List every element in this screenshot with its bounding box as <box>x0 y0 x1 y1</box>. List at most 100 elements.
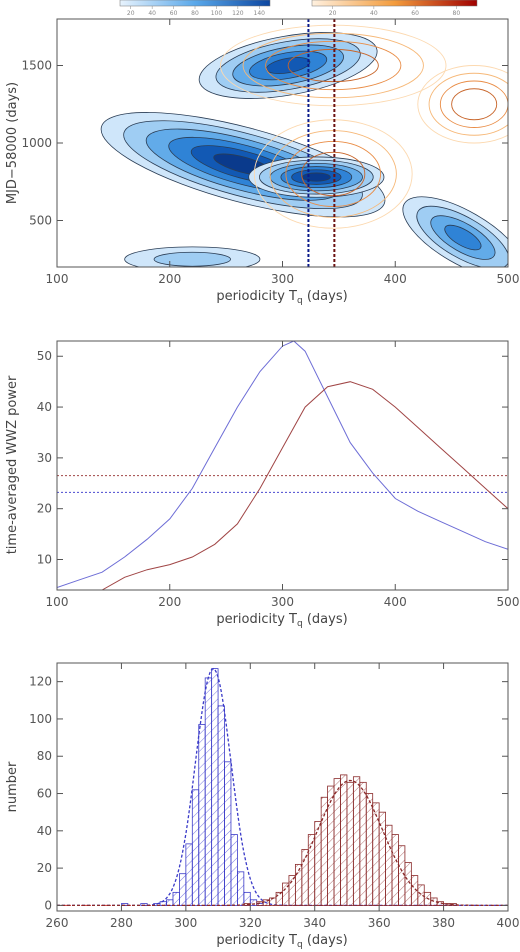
histogram-bar <box>179 873 187 906</box>
x-tick-label: 100 <box>46 272 69 286</box>
histogram-bar <box>385 824 393 906</box>
power-curve <box>101 381 508 590</box>
y-tick-label: 1500 <box>21 59 52 73</box>
x-tick-label: 500 <box>497 595 520 609</box>
gaussian-fit <box>57 779 508 907</box>
y-tick-label: 1000 <box>21 136 52 150</box>
histogram-bar <box>340 774 348 906</box>
x-tick-label: 280 <box>110 916 133 930</box>
y-tick-label: 0 <box>44 898 52 912</box>
x-tick-label: 320 <box>239 916 262 930</box>
histogram-bar <box>198 724 206 906</box>
x-tick-label: 300 <box>271 272 294 286</box>
histogram-bar <box>236 871 245 906</box>
colorbar-tick-label: 80 <box>453 10 461 17</box>
x-tick-label: 380 <box>432 916 455 930</box>
histogram-bar <box>307 834 316 906</box>
power-contour-orange <box>265 40 402 91</box>
colorbar-tick-label: 100 <box>211 10 223 17</box>
histogram-bar <box>346 781 354 906</box>
x-tick-label: 400 <box>384 272 407 286</box>
x-tick-label: 500 <box>497 272 520 286</box>
histogram-bar <box>288 875 296 906</box>
power-contour-orange <box>220 24 447 107</box>
histogram-y-label: number <box>5 761 20 812</box>
colorbar-tick-label: 40 <box>370 10 378 17</box>
power-contour <box>444 224 482 251</box>
histogram-bar <box>391 834 399 906</box>
y-tick-label: 60 <box>37 787 52 801</box>
histogram-bar <box>372 802 380 906</box>
x-tick-label: 400 <box>497 916 520 930</box>
histogram-bar <box>404 862 412 906</box>
histogram-x-label: periodicity Tq (days) <box>216 933 347 950</box>
histogram-bar <box>417 884 425 906</box>
histogram-bar <box>230 834 238 906</box>
y-tick-label: 20 <box>37 861 52 875</box>
power-contour-orange <box>301 151 366 197</box>
colorbar-blue: 20 40 60 80 100 120 140 <box>119 0 271 17</box>
power-contour-orange <box>253 119 413 229</box>
colorbar-tick-label: 20 <box>127 10 135 17</box>
x-tick-label: 340 <box>303 916 326 930</box>
x-tick-label: 300 <box>174 916 197 930</box>
power-contour-orange <box>287 48 379 83</box>
power-contour-orange <box>428 72 508 136</box>
power-contour-orange <box>269 130 397 218</box>
y-tick-label: 80 <box>37 749 52 763</box>
y-tick-label: 100 <box>29 712 52 726</box>
colorbar-tick-label: 40 <box>148 10 156 17</box>
y-tick-label: 20 <box>37 502 52 516</box>
x-tick-label: 100 <box>46 595 69 609</box>
y-tick-label: 500 <box>29 214 52 228</box>
power-contour <box>301 172 331 182</box>
histogram-bar <box>378 811 386 906</box>
power-contour <box>153 251 231 267</box>
histogram-bar <box>352 776 361 906</box>
x-tick-label: 200 <box>158 272 181 286</box>
power-curve <box>57 341 508 588</box>
y-tick-label: 30 <box>37 451 52 465</box>
histogram-bar <box>166 899 174 906</box>
histogram-bar <box>327 785 335 906</box>
histogram-bar <box>333 778 341 906</box>
time-averaged-power-panel: 100 200 300 400 500 10 20 30 40 50 time-averaged … <box>5 340 520 629</box>
histogram-bar <box>211 668 219 906</box>
histogram-bar <box>359 781 367 906</box>
y-tick-label: 40 <box>37 400 52 414</box>
colorbar-tick-label: 140 <box>254 10 266 17</box>
heatmap-x-label: periodicity Tq (days) <box>216 289 347 306</box>
colorbar-tick-label: 60 <box>411 10 419 17</box>
histogram-panel: 260 280 300 320 340 360 380 400020406080100120 … <box>5 662 520 950</box>
colorbar-tick-label: 60 <box>170 10 178 17</box>
colorbar-tick-label: 80 <box>191 10 199 17</box>
y-tick-label: 120 <box>29 675 52 689</box>
histogram-bar <box>301 849 309 906</box>
power-contour-orange <box>285 140 382 207</box>
power-y-label: time-averaged WWZ power <box>5 375 20 554</box>
colorbar-tick-label: 120 <box>232 10 244 17</box>
x-tick-label: 300 <box>271 595 294 609</box>
histogram-bar <box>275 891 283 906</box>
y-tick-label: 10 <box>37 553 52 567</box>
power-contour-orange <box>451 88 498 121</box>
x-tick-label: 260 <box>46 916 69 930</box>
colorbar-tick-label: 20 <box>329 10 337 17</box>
histogram-bar <box>224 761 232 906</box>
histogram-bar <box>185 843 193 906</box>
x-tick-label: 360 <box>368 916 391 930</box>
y-tick-label: 40 <box>37 824 52 838</box>
heatmap-y-label: MJD−58000 (days) <box>5 82 20 204</box>
power-contour-orange <box>242 32 424 99</box>
x-tick-label: 200 <box>158 595 181 609</box>
colorbar-orange: 20 40 60 80 <box>311 0 478 17</box>
histogram-bar <box>217 705 225 906</box>
power-contour-orange <box>417 65 508 144</box>
histogram-bar <box>204 677 213 906</box>
histogram-bar <box>172 891 180 906</box>
histogram-bar <box>365 793 374 906</box>
x-tick-label: 400 <box>384 595 407 609</box>
y-tick-label: 50 <box>37 349 52 363</box>
histogram-bar <box>191 789 200 906</box>
